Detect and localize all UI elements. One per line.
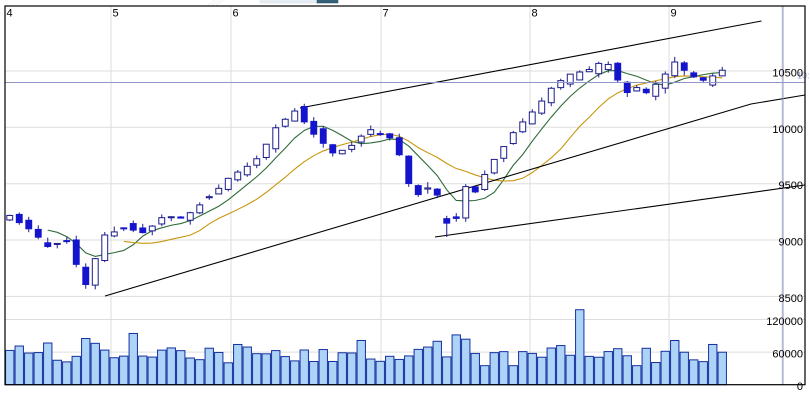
svg-text:9000: 9000 [779,237,803,249]
svg-text:9500: 9500 [779,180,803,192]
svg-text:10500: 10500 [772,68,803,80]
svg-text:60000: 60000 [772,349,803,361]
svg-text:8500: 8500 [779,293,803,305]
svg-text:120000: 120000 [766,316,803,328]
svg-text:5: 5 [113,8,119,20]
svg-text:0: 0 [797,381,803,393]
svg-text:4: 4 [7,8,13,20]
svg-text:9: 9 [671,8,677,20]
svg-text:6: 6 [233,8,239,20]
svg-text:7: 7 [383,8,389,20]
svg-text:10000: 10000 [772,124,803,136]
svg-text:8: 8 [532,8,538,20]
